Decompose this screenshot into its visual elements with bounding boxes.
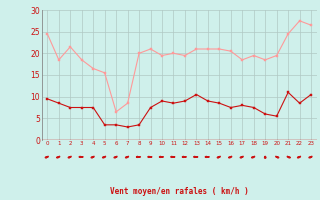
Text: Vent moyen/en rafales ( km/h ): Vent moyen/en rafales ( km/h ) [110, 187, 249, 196]
